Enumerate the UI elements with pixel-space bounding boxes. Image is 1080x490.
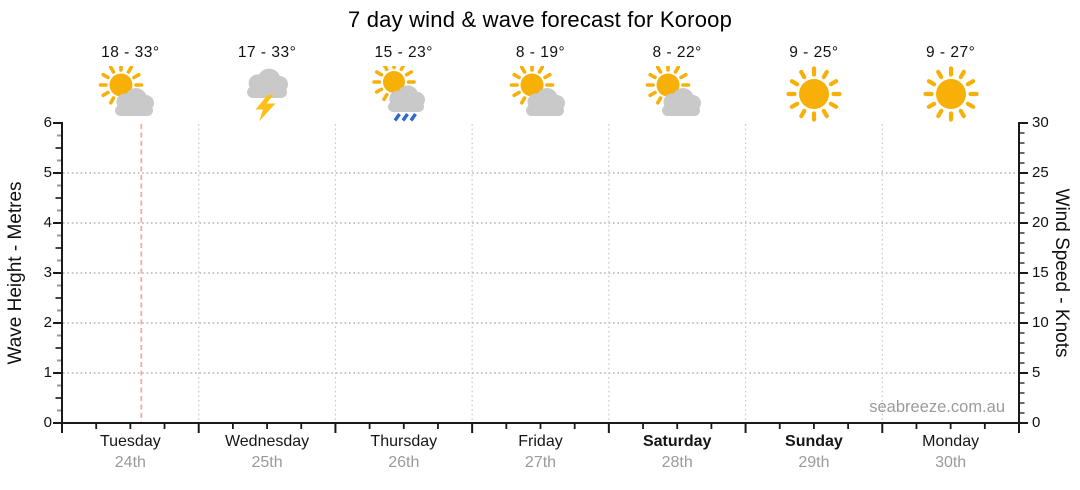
- wind-speed-tick-label: 5: [1032, 364, 1041, 381]
- wind-speed-tick-label: 15: [1032, 264, 1049, 281]
- left-axis-ticks: [53, 122, 62, 424]
- wave-height-tick-label: 4: [43, 214, 52, 231]
- day-name-label: Thursday: [370, 433, 438, 450]
- temp-range-label: 8 - 22°: [652, 44, 702, 61]
- x-axis-ticks: [61, 423, 1020, 433]
- day-date-label: 28th: [661, 454, 693, 471]
- wave-height-tick-label: 5: [43, 164, 52, 181]
- thunderstorm-icon: [247, 68, 289, 122]
- partly-cloudy-icon: [509, 66, 565, 116]
- day-name-label: Saturday: [642, 433, 712, 450]
- temp-range-label: 9 - 27°: [925, 44, 976, 61]
- day-name-label: Wednesday: [224, 433, 310, 450]
- wave-height-tick-label: 6: [43, 114, 52, 131]
- right-axis-ticks: [1019, 122, 1028, 424]
- temp-range-label: 18 - 33°: [101, 44, 160, 61]
- day-name-label: Friday: [518, 433, 563, 450]
- wind-speed-tick-label: 30: [1032, 114, 1049, 131]
- day-date-label: 26th: [388, 454, 420, 471]
- partly-cloudy-icon: [99, 66, 155, 116]
- day-date-label: 25th: [251, 454, 283, 471]
- partly-cloudy-icon: [645, 66, 702, 116]
- wave-height-tick-label: 3: [43, 264, 52, 281]
- temp-range-label: 17 - 33°: [237, 44, 297, 61]
- page-title: 7 day wind & wave forecast for Koroop: [347, 7, 733, 32]
- wind-speed-tick-label: 10: [1032, 314, 1049, 331]
- wave-height-tick-label: 0: [43, 414, 52, 431]
- temp-range-label: 8 - 19°: [515, 44, 566, 61]
- sunny-icon: [923, 66, 979, 122]
- watermark: seabreeze.com.au: [869, 398, 1005, 416]
- wind-speed-tick-label: 20: [1032, 214, 1049, 231]
- wind-speed-tick-label: 0: [1032, 414, 1041, 431]
- day-name-label: Tuesday: [99, 433, 161, 450]
- temp-range-label: 15 - 23°: [374, 44, 434, 61]
- wind-speed-tick-label: 25: [1032, 164, 1049, 181]
- day-date-label: 24th: [114, 454, 146, 471]
- day-name-label: Monday: [922, 433, 980, 450]
- temp-range-label: 9 - 25°: [789, 44, 839, 61]
- day-name-label: Sunday: [785, 433, 843, 450]
- sunny-icon: [786, 66, 842, 122]
- day-date-label: 30th: [935, 454, 967, 471]
- day-date-label: 29th: [798, 454, 830, 471]
- day-date-label: 27th: [524, 454, 557, 471]
- axis-lines: [61, 122, 1020, 424]
- sun-showers-icon: [372, 66, 425, 122]
- wave-height-tick-label: 1: [43, 364, 52, 381]
- horizontal-gridlines: [63, 172, 1018, 374]
- wave-height-tick-label: 2: [43, 314, 52, 331]
